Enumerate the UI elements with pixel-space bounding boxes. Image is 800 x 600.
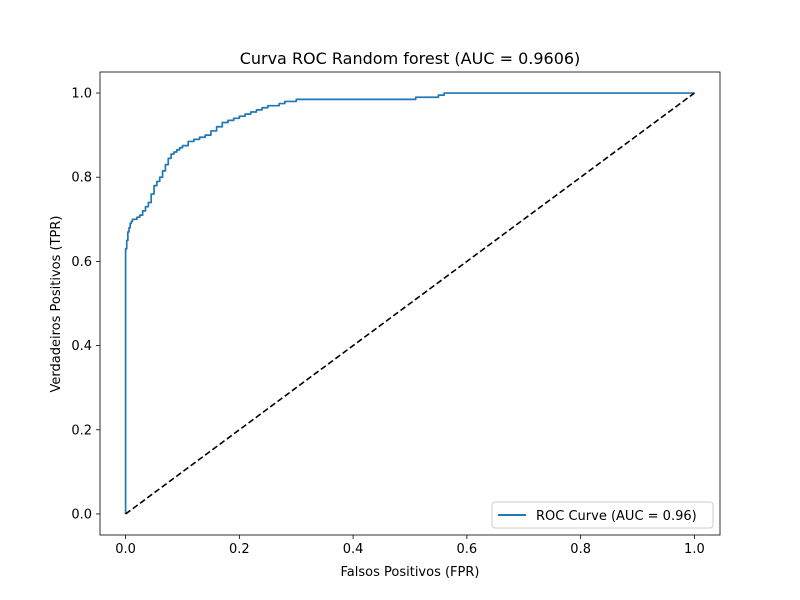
- legend: ROC Curve (AUC = 0.96): [491, 501, 714, 529]
- series-line-diagonal-reference: [125, 92, 695, 515]
- y-tick-label: 0.4: [71, 339, 92, 354]
- legend-label-roc-curve: ROC Curve (AUC = 0.96): [536, 509, 697, 524]
- x-tick-label: 0.0: [115, 542, 136, 557]
- x-axis-ticks: 0.0 0.2 0.4 0.6 0.8 1.0: [115, 535, 705, 557]
- y-axis-label: Verdadeiros Positivos (TPR): [49, 216, 64, 393]
- series-line-roc-curve: [124, 92, 695, 514]
- y-tick-label: 0.8: [71, 171, 92, 186]
- x-tick-label: 0.2: [229, 542, 250, 557]
- series-layer: [124, 92, 695, 515]
- plot-frame: [99, 71, 721, 536]
- y-axis-ticks: 0.0 0.2 0.4 0.6 0.8 1.0: [71, 87, 100, 522]
- chart-title: Curva ROC Random forest (AUC = 0.9606): [240, 49, 581, 68]
- legend-box: [491, 501, 714, 529]
- x-tick-label: 1.0: [684, 542, 705, 557]
- x-axis-label: Falsos Positivos (FPR): [341, 565, 480, 580]
- x-tick-label: 0.8: [570, 542, 591, 557]
- y-tick-label: 0.0: [71, 507, 92, 522]
- y-tick-label: 0.2: [71, 423, 92, 438]
- y-tick-label: 1.0: [71, 87, 92, 102]
- y-tick-label: 0.6: [71, 255, 92, 270]
- x-tick-label: 0.4: [343, 542, 364, 557]
- x-tick-label: 0.6: [457, 542, 478, 557]
